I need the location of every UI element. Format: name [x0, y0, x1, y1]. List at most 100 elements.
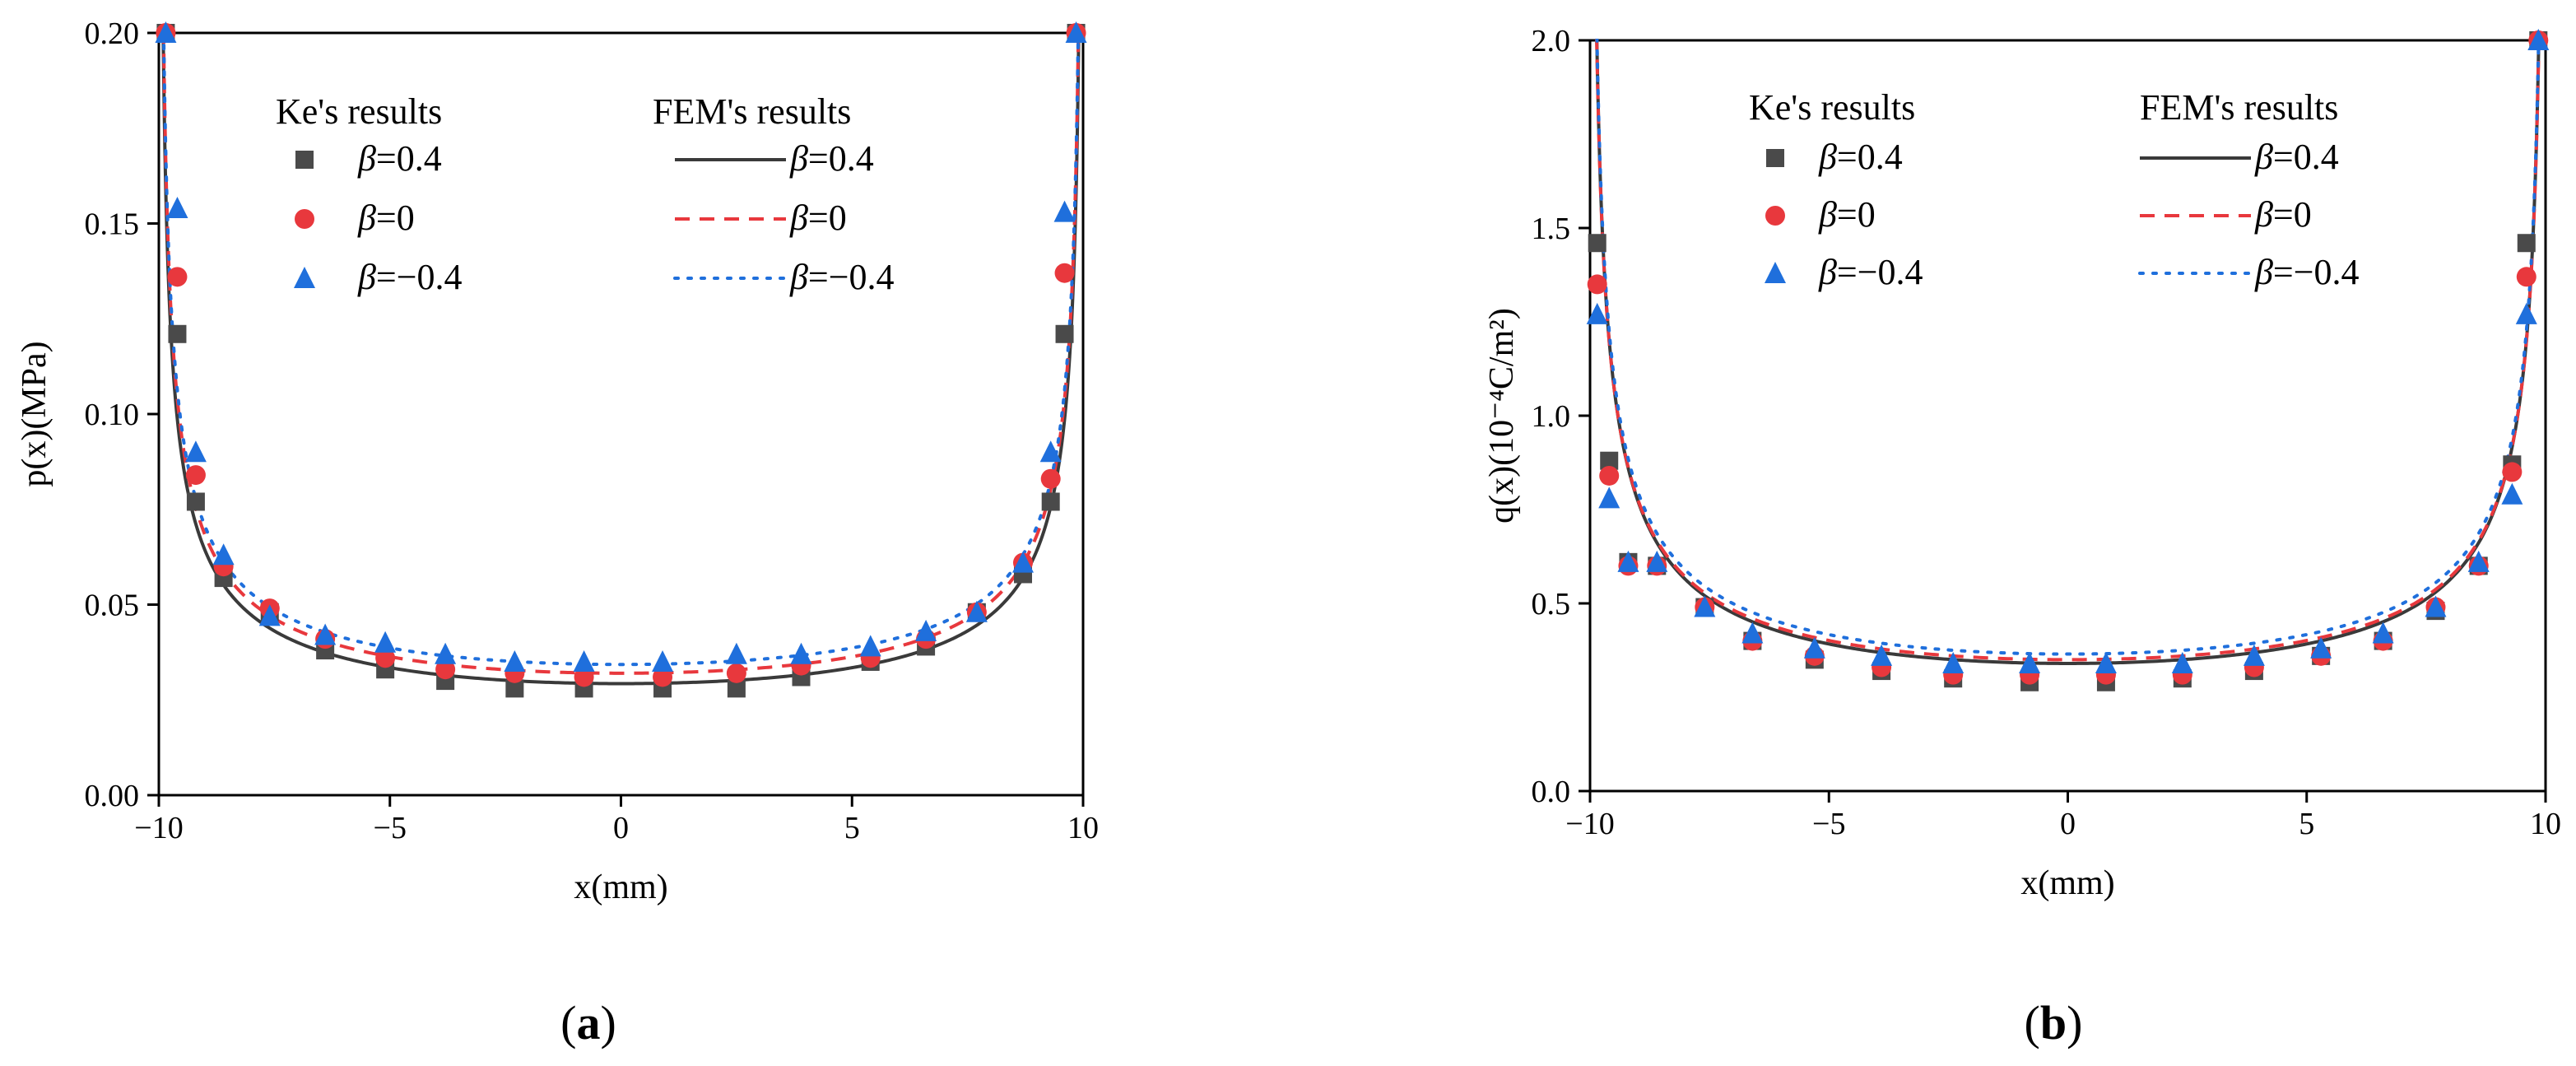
legend-marker-label: β=0	[1818, 194, 1876, 235]
x-tick-label: −10	[134, 811, 183, 845]
data-point	[790, 642, 812, 664]
plot-frame	[157, 31, 1085, 797]
legend-line-label: β=0.4	[789, 138, 874, 179]
data-point	[1600, 451, 1619, 470]
data-point	[652, 649, 674, 672]
legend-marker-label: β=0	[357, 198, 415, 238]
data-point	[725, 642, 747, 664]
data-point	[1588, 234, 1607, 253]
data-point	[573, 649, 595, 672]
ke-markers	[155, 21, 1087, 698]
chart-panel-a: −10 −5 0 5 10 0.00 0.05 0.10 0.15 0.20 x(mm) p(x)(M…	[16, 16, 1099, 1050]
data-point	[726, 663, 746, 683]
data-point	[859, 635, 881, 657]
data-point	[168, 324, 187, 343]
legend-marker	[294, 267, 315, 288]
legend-marker	[1766, 149, 1784, 167]
legend-line-label: β=0	[789, 198, 847, 238]
legend-line-label: β=−0.4	[789, 257, 895, 297]
data-point	[184, 440, 207, 463]
data-point	[1694, 595, 1716, 617]
data-point	[1871, 644, 1893, 666]
data-point	[1942, 651, 1965, 673]
data-point	[574, 667, 594, 687]
data-point	[965, 600, 988, 622]
data-point	[1039, 440, 1062, 463]
data-point	[915, 619, 937, 641]
legend-line-label: β=0.4	[2254, 137, 2339, 177]
x-tick-label: −5	[374, 811, 407, 845]
data-point	[2425, 595, 2447, 617]
legend-marker-label: β=0.4	[357, 138, 442, 179]
data-point	[727, 679, 746, 698]
y-tick-label: 2.0	[1532, 24, 1571, 58]
data-point	[1586, 302, 1608, 324]
legend-lines-title: FEM's results	[2140, 87, 2338, 128]
data-point	[2516, 267, 2536, 287]
data-point	[166, 196, 188, 218]
x-tick-label: −5	[1812, 807, 1845, 841]
chart-panel-b: −10 −5 0 5 10 0.0 0.5 1.0 1.5 2.0 x(mm) q(x)(10⁻⁴C/…	[1483, 24, 2561, 1050]
data-point	[2310, 636, 2332, 659]
fem-line-2	[161, 31, 1081, 667]
y-axis-title: q(x)(10⁻⁴C/m²)	[1483, 308, 1521, 524]
x-tick-label: 0	[2060, 807, 2076, 841]
data-point	[258, 604, 281, 626]
data-point	[1599, 465, 1620, 486]
data-point	[2467, 550, 2490, 572]
fem-line-2	[1595, 39, 2541, 656]
legend: Ke's results FEM's results β=0.4 β=0.4 β=0 β=…	[276, 91, 895, 297]
fem-line-0	[1595, 39, 2541, 665]
x-tick-label: −10	[1565, 807, 1614, 841]
data-point	[1053, 200, 1076, 222]
legend-marker-label: β=−0.4	[357, 257, 463, 297]
y-tick-label: 0.10	[85, 398, 140, 432]
legend-marker	[295, 151, 314, 169]
data-point	[185, 465, 206, 486]
legend-line-label: β=−0.4	[2254, 252, 2360, 292]
data-point	[1040, 468, 1061, 489]
x-tick-label: 0	[613, 811, 629, 845]
x-axis-title: x(mm)	[2020, 864, 2114, 902]
y-tick-label: 0.0	[1532, 775, 1571, 809]
x-tick-label: 10	[2530, 807, 2561, 841]
data-point	[2515, 302, 2537, 324]
data-point	[1646, 550, 1668, 572]
legend-lines-title: FEM's results	[653, 91, 851, 132]
data-point	[435, 659, 456, 680]
data-point	[1617, 550, 1639, 572]
data-point	[2243, 644, 2265, 666]
fem-line-1	[1595, 39, 2541, 662]
data-point	[2171, 651, 2193, 673]
data-point	[1054, 263, 1075, 283]
data-point	[212, 543, 235, 566]
panel-label: (a)	[560, 996, 616, 1050]
panel-label: (b)	[2025, 996, 2083, 1050]
plot-frame	[1588, 39, 2547, 793]
data-point	[1598, 486, 1620, 509]
data-point	[504, 649, 526, 672]
data-point	[1012, 551, 1035, 573]
legend-marker	[1765, 262, 1786, 283]
x-tick-label: 10	[1067, 811, 1099, 845]
data-point	[2502, 462, 2523, 482]
x-tick-label: 5	[844, 811, 860, 845]
data-point	[155, 21, 177, 43]
x-axis-title: x(mm)	[574, 868, 667, 906]
legend-marker	[1765, 206, 1785, 226]
x-tick-label: 5	[2299, 807, 2314, 841]
data-point	[1065, 21, 1087, 43]
data-point	[1803, 636, 1825, 659]
data-point	[2019, 651, 2041, 673]
y-tick-label: 0.05	[85, 589, 140, 623]
data-point	[1587, 274, 1607, 295]
y-axis-title: p(x)(MPa)	[16, 341, 53, 486]
data-point	[2095, 651, 2117, 673]
data-point	[186, 492, 205, 511]
legend-markers-title: Ke's results	[1749, 87, 1915, 128]
y-tick-label: 1.0	[1532, 399, 1571, 434]
data-point	[375, 648, 396, 668]
data-point	[1041, 492, 1060, 511]
y-tick-label: 0.00	[85, 779, 140, 813]
